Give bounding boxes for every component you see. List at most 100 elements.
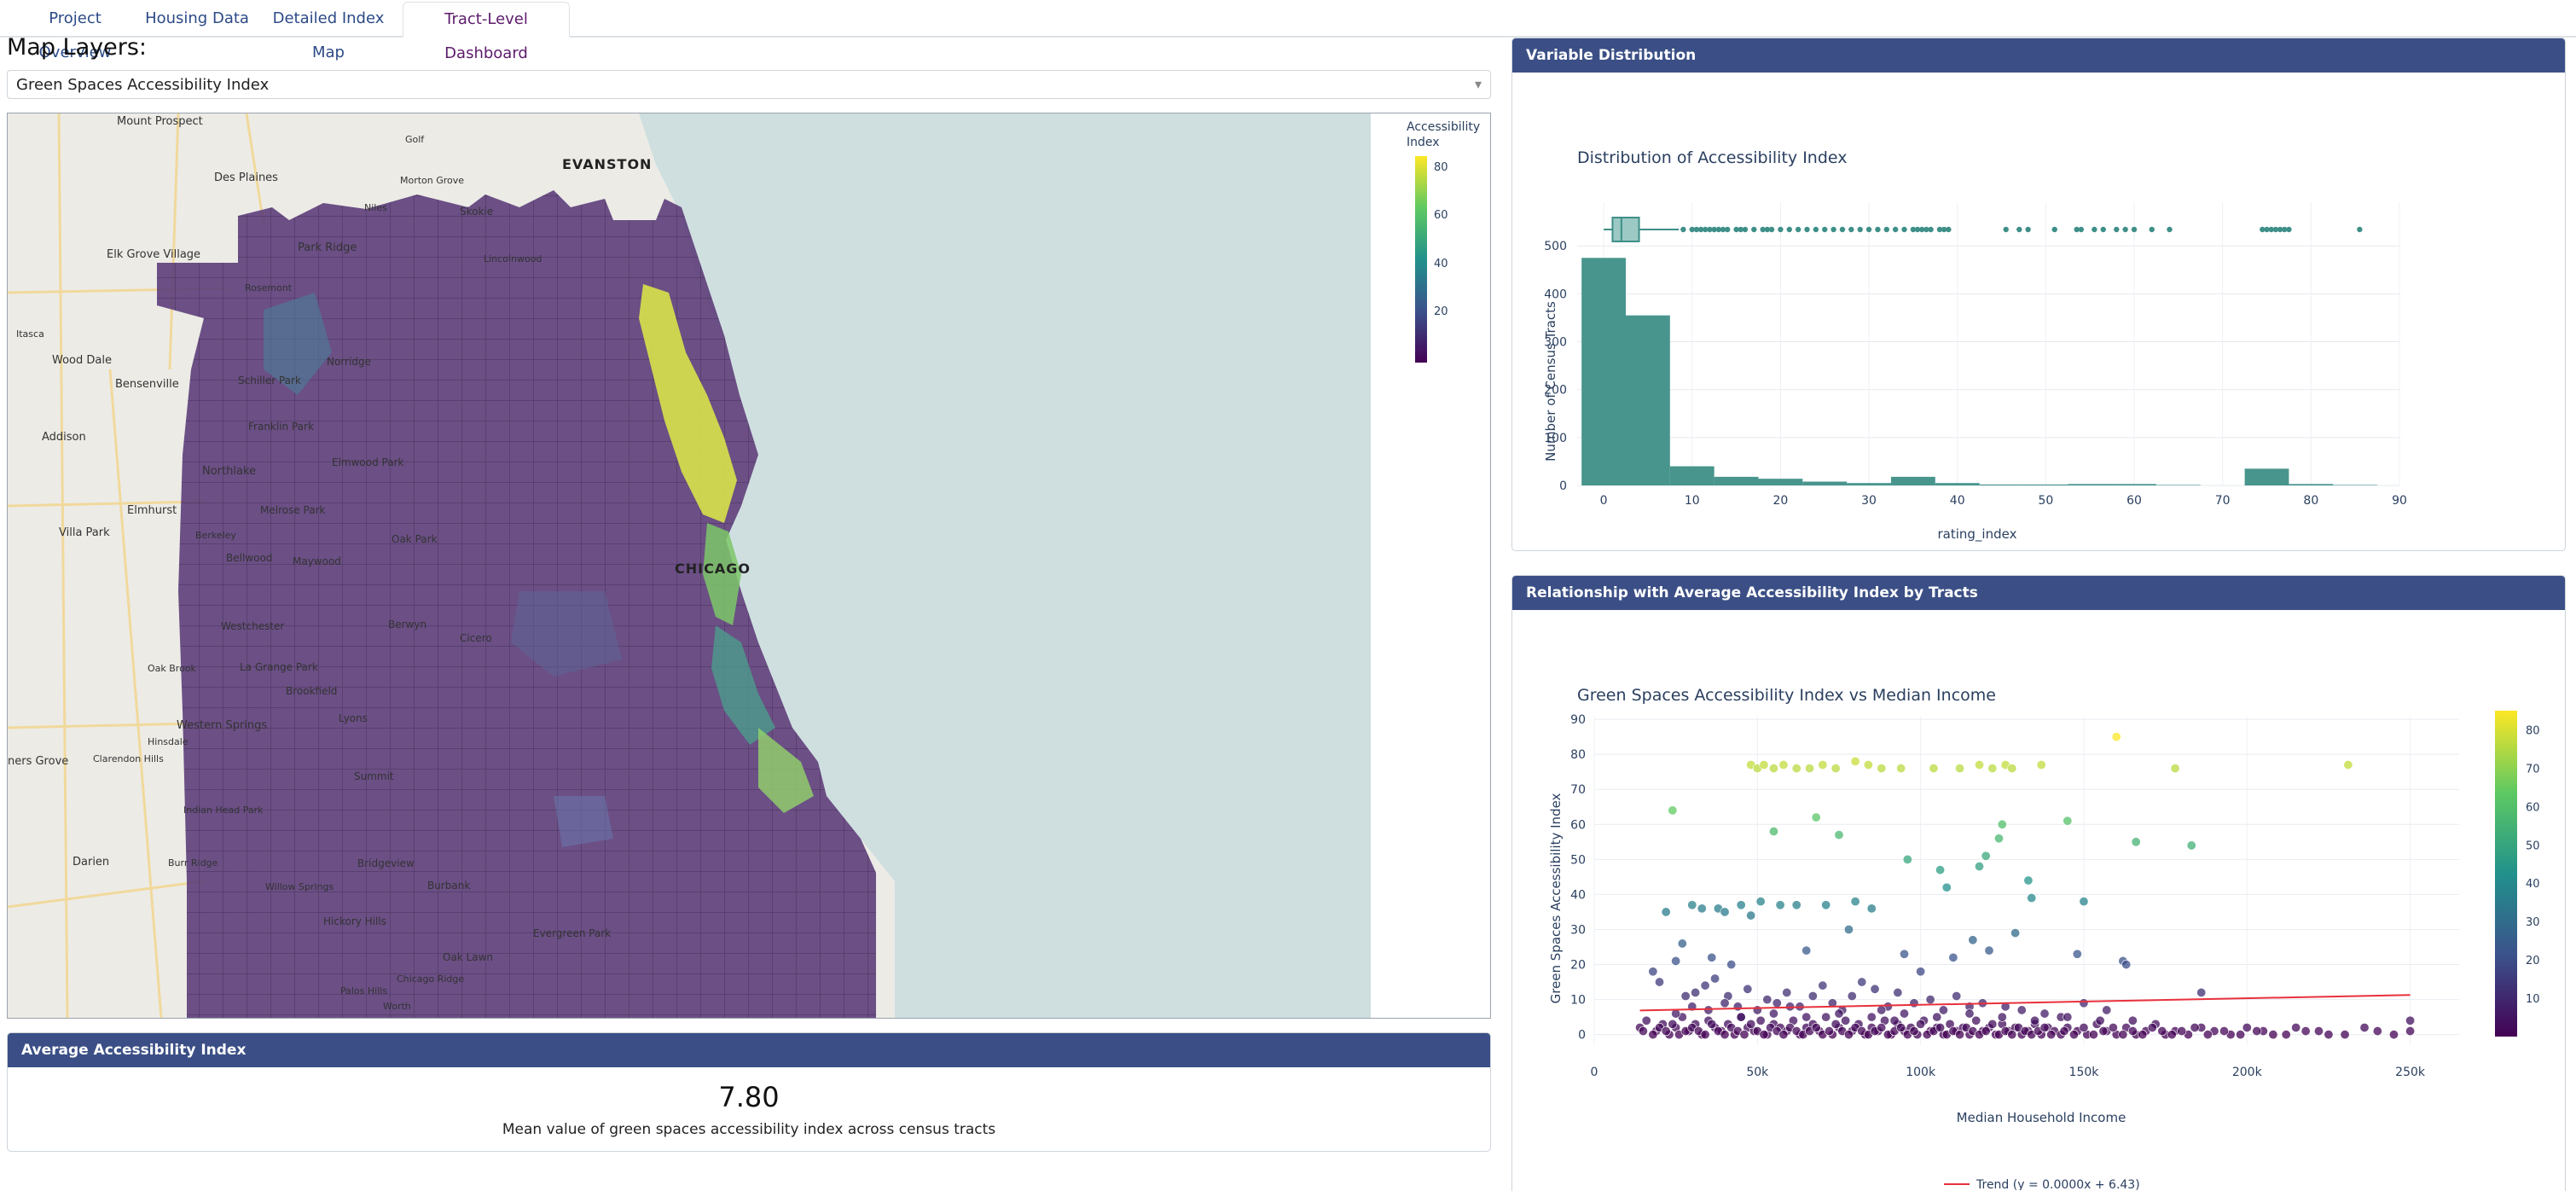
- map-place-label: Cicero: [460, 632, 492, 644]
- box-outlier-point: [1720, 226, 1726, 233]
- scatter-point: [1648, 1030, 1658, 1040]
- scatter-point: [1768, 827, 1778, 837]
- y-axis-label: Green Spaces Accessibility Index: [1548, 793, 1564, 1003]
- y-tick-label: 0: [1559, 479, 1567, 493]
- scatter-point: [1818, 759, 1828, 770]
- scatter-point: [2039, 1008, 2050, 1019]
- histogram-chart[interactable]: Distribution of Accessibility Index 0100…: [1512, 73, 2565, 550]
- scatter-point: [1772, 998, 1782, 1008]
- scatter-point: [1710, 973, 1720, 984]
- map-place-label: Rosemont: [245, 282, 293, 293]
- x-tick-label: 10: [1685, 494, 1700, 508]
- scatter-point: [1805, 764, 1815, 774]
- scatter-point: [1834, 1008, 1844, 1019]
- average-index-caption: Mean value of green spaces accessibility…: [502, 1121, 996, 1138]
- x-tick-label: 30: [1861, 494, 1877, 508]
- map-place-label: Western Springs: [177, 719, 268, 732]
- choropleth-map[interactable]: Accessibility Index 80 60 40 20 Mount Pr…: [7, 113, 1491, 1019]
- scatter-point: [2063, 1012, 2073, 1022]
- box-outlier-point: [1742, 226, 1749, 233]
- box-outlier-point: [1715, 226, 1722, 233]
- scatter-chart[interactable]: Green Spaces Accessibility Index vs Medi…: [1512, 610, 2565, 1191]
- map-colorbar: [1415, 156, 1427, 363]
- x-tick-label: 0: [1600, 494, 1608, 508]
- map-layer-select[interactable]: Green Spaces Accessibility Index ▾: [7, 70, 1491, 99]
- map-place-label: Itasca: [16, 328, 44, 340]
- histogram-bar: [2244, 468, 2289, 485]
- x-axis-label: rating_index: [1938, 526, 2017, 543]
- tab-bar: Project Overview Housing Data Detailed I…: [0, 0, 2576, 62]
- map-place-label: Bridgeview: [357, 857, 415, 869]
- y-tick-label: 10: [1570, 994, 1586, 1008]
- scatter-point: [1932, 1012, 1942, 1022]
- box-iqr: [1611, 217, 1640, 242]
- scatter-point: [2170, 764, 2180, 774]
- average-index-header: Average Accessibility Index: [8, 1033, 1490, 1067]
- scatter-point: [1746, 910, 1756, 921]
- scatter-point: [1782, 987, 1792, 997]
- scatter-point: [1668, 805, 1678, 816]
- tab-project-overview[interactable]: Project Overview: [38, 9, 112, 61]
- box-outlier-point: [1738, 226, 1743, 233]
- x-tick-label: 40: [1950, 494, 1965, 508]
- northwest-tracts: [264, 293, 332, 395]
- y-tick-label: 90: [1570, 713, 1586, 727]
- map-place-label: Park Ridge: [298, 241, 357, 254]
- scatter-point: [1746, 1019, 1756, 1029]
- scatter-point: [2007, 764, 2017, 774]
- x-tick-label: 200k: [2232, 1066, 2263, 1079]
- chevron-down-icon[interactable]: ▾: [1474, 76, 1482, 92]
- scatter-point: [1866, 1012, 1877, 1022]
- scatter-point: [1707, 1019, 1717, 1029]
- scatter-point: [1843, 1030, 1854, 1040]
- box-outlier-point: [1857, 226, 1863, 233]
- distribution-header: Variable Distribution: [1512, 38, 2565, 73]
- map-place-label: Hinsdale: [148, 736, 189, 747]
- scatter-point: [2007, 1030, 2017, 1040]
- average-index-value: 7.80: [718, 1081, 780, 1113]
- scatter-point: [1726, 960, 1737, 970]
- scatter-point: [1736, 900, 1746, 910]
- y-tick-label: 30: [1570, 923, 1586, 937]
- scatter-point: [2127, 1015, 2138, 1025]
- box-outlier-point: [1764, 226, 1771, 233]
- scatter-point: [2236, 1030, 2246, 1040]
- y-tick-label: 60: [1570, 818, 1586, 832]
- map-place-label: Clarendon Hills: [93, 753, 164, 764]
- scatter-point: [2313, 1026, 2324, 1037]
- scatter-point: [2079, 998, 2089, 1008]
- map-canvas[interactable]: [8, 113, 1490, 1018]
- map-place-label: Elmhurst: [127, 504, 177, 517]
- box-outlier-point: [2286, 226, 2292, 233]
- map-place-label: Burbank: [427, 880, 471, 892]
- tab-housing-data[interactable]: Housing Data: [145, 9, 249, 27]
- map-place-label: Darien: [73, 856, 110, 869]
- scatter-point: [1964, 1008, 1975, 1019]
- scatter-point: [1870, 984, 1880, 994]
- x-tick-label: 20: [1772, 494, 1788, 508]
- map-place-label: Morton Grove: [400, 175, 465, 186]
- tab-detailed-index-map[interactable]: Detailed Index Map: [272, 9, 385, 61]
- map-place-label: Elmwood Park: [332, 456, 404, 468]
- scatter-point: [1778, 1030, 1789, 1040]
- scatter-point: [1830, 1019, 1841, 1029]
- scatter-point: [1889, 1015, 1900, 1025]
- box-outlier-point: [1795, 226, 1801, 233]
- box-outlier-point: [2122, 226, 2128, 233]
- scatter-point: [1893, 987, 1903, 997]
- x-tick-label: 80: [2303, 494, 2318, 508]
- legend-trend-label[interactable]: Trend (y = 0.0000x + 6.43): [1976, 1178, 2140, 1191]
- map-place-label: Melrose Park: [260, 504, 326, 516]
- tab-tract-level-dashboard[interactable]: Tract-Level Dashboard: [403, 2, 570, 62]
- scatter-point: [1997, 819, 2007, 829]
- box-outlier-point: [1813, 226, 1819, 233]
- map-place-label: Oak Lawn: [443, 951, 494, 963]
- scatter-point: [1948, 952, 1958, 962]
- scatter-point: [1668, 1019, 1678, 1029]
- scatter-point: [1687, 900, 1697, 910]
- scatter-point: [1896, 1022, 1906, 1032]
- map-place-label: Bellwood: [226, 552, 273, 564]
- scatter-point: [1720, 998, 1730, 1008]
- box-outlier-point: [1751, 226, 1757, 233]
- scatter-point: [2000, 1002, 2010, 1012]
